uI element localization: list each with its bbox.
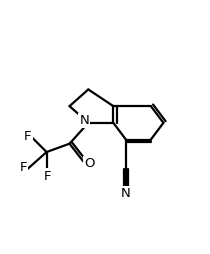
Text: F: F [20, 161, 27, 174]
Text: N: N [79, 114, 89, 127]
Text: O: O [84, 157, 94, 170]
Text: F: F [24, 130, 32, 143]
Text: F: F [44, 169, 51, 183]
Text: N: N [121, 187, 131, 200]
